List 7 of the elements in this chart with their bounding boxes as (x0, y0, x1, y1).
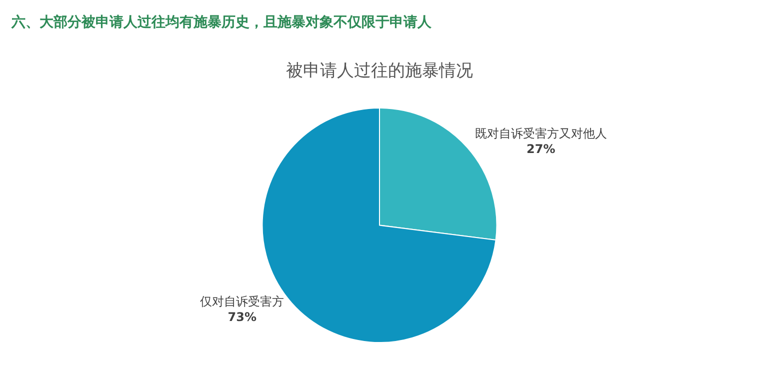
slice-label: 既对自诉受害方又对他人 (474, 126, 607, 140)
data-label: 27% (526, 142, 556, 156)
pie-slice (262, 108, 496, 343)
slice-label: 仅对自诉受害方 (200, 294, 284, 308)
data-label: 73% (228, 310, 257, 324)
chart-subtitle: 被申请人过往的施暴情况 (286, 61, 473, 81)
chart-title: 六、大部分被申请人过往均有施暴历史，且施暴对象不仅限于申请人 (10, 13, 432, 30)
